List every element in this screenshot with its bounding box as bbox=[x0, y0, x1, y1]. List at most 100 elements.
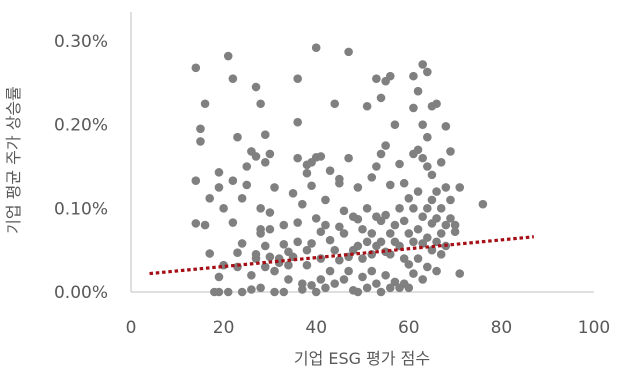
data-point bbox=[200, 220, 210, 230]
data-point bbox=[418, 120, 427, 129]
data-point bbox=[228, 74, 238, 83]
data-point bbox=[311, 214, 321, 223]
data-point bbox=[279, 220, 289, 230]
data-point bbox=[413, 187, 423, 196]
data-point bbox=[265, 149, 275, 159]
data-point bbox=[367, 173, 377, 182]
data-point bbox=[367, 266, 377, 276]
data-point bbox=[418, 212, 427, 221]
data-point bbox=[284, 275, 293, 284]
data-point bbox=[385, 283, 395, 293]
data-point bbox=[418, 239, 427, 248]
data-point bbox=[395, 204, 404, 213]
data-point bbox=[223, 287, 233, 297]
data-point bbox=[399, 254, 409, 263]
data-point bbox=[409, 103, 418, 113]
data-point bbox=[242, 162, 252, 171]
data-point bbox=[219, 204, 228, 213]
data-point bbox=[353, 241, 363, 251]
data-point bbox=[409, 71, 418, 81]
data-point bbox=[311, 43, 321, 52]
data-point bbox=[242, 180, 252, 190]
data-point bbox=[385, 229, 395, 238]
data-point bbox=[293, 74, 302, 83]
data-point bbox=[288, 188, 298, 198]
data-point bbox=[228, 218, 238, 227]
data-point bbox=[362, 101, 372, 111]
x-tick-labels: 0 20 40 60 80 100 bbox=[126, 318, 611, 338]
data-point bbox=[339, 275, 349, 284]
data-point bbox=[321, 195, 330, 205]
data-point bbox=[455, 269, 465, 278]
data-point bbox=[200, 99, 210, 109]
data-point bbox=[260, 158, 270, 167]
data-point bbox=[381, 270, 390, 280]
x-tick-label: 0 bbox=[126, 318, 137, 338]
data-point bbox=[372, 162, 381, 171]
data-point bbox=[423, 162, 432, 171]
data-point bbox=[423, 262, 432, 272]
data-point bbox=[423, 132, 432, 142]
data-point bbox=[256, 99, 265, 109]
data-point bbox=[399, 216, 409, 226]
data-point bbox=[427, 170, 437, 180]
data-point bbox=[441, 122, 451, 131]
data-point bbox=[191, 176, 201, 186]
data-point bbox=[298, 279, 307, 288]
data-point bbox=[381, 210, 390, 220]
data-point bbox=[223, 51, 233, 61]
data-point bbox=[293, 117, 302, 127]
data-point bbox=[404, 229, 414, 238]
data-point bbox=[441, 220, 451, 230]
data-point bbox=[362, 204, 372, 213]
data-point bbox=[330, 245, 340, 255]
data-point bbox=[214, 183, 224, 192]
data-point bbox=[214, 272, 224, 282]
data-point bbox=[237, 239, 247, 248]
data-point bbox=[237, 287, 247, 297]
data-point bbox=[427, 195, 437, 205]
data-point bbox=[409, 269, 418, 278]
data-point bbox=[436, 158, 446, 167]
data-point bbox=[367, 229, 377, 238]
y-tick-label: 0.10% bbox=[54, 199, 108, 219]
data-point bbox=[376, 216, 386, 226]
data-point bbox=[432, 266, 441, 276]
data-point bbox=[265, 252, 275, 262]
data-point bbox=[353, 183, 363, 192]
data-point bbox=[362, 237, 372, 247]
data-points bbox=[191, 43, 488, 297]
data-point bbox=[446, 214, 455, 223]
data-point bbox=[413, 224, 423, 234]
data-point bbox=[358, 254, 367, 263]
data-point bbox=[385, 71, 395, 81]
data-point bbox=[353, 287, 363, 297]
x-tick-label: 20 bbox=[213, 318, 235, 338]
x-tick-label: 40 bbox=[305, 318, 327, 338]
data-point bbox=[344, 47, 353, 57]
data-point bbox=[256, 283, 265, 293]
data-point bbox=[205, 249, 215, 258]
data-point bbox=[413, 254, 423, 263]
data-point bbox=[436, 204, 446, 213]
data-point bbox=[423, 204, 432, 213]
data-point bbox=[376, 237, 386, 247]
data-point bbox=[302, 260, 312, 270]
data-point bbox=[418, 275, 427, 284]
data-point bbox=[293, 153, 302, 163]
data-point bbox=[409, 204, 418, 213]
x-axis-title: 기업 ESG 평가 점수 bbox=[294, 349, 430, 368]
data-point bbox=[404, 193, 414, 203]
data-point bbox=[372, 74, 381, 83]
data-point bbox=[390, 277, 400, 287]
data-point bbox=[432, 214, 441, 223]
data-point bbox=[436, 250, 446, 259]
data-point bbox=[260, 262, 270, 272]
data-point bbox=[205, 193, 215, 203]
data-point bbox=[256, 204, 265, 213]
data-point bbox=[385, 180, 395, 190]
data-point bbox=[418, 60, 427, 69]
data-point bbox=[321, 220, 330, 230]
x-tick-label: 80 bbox=[491, 318, 513, 338]
